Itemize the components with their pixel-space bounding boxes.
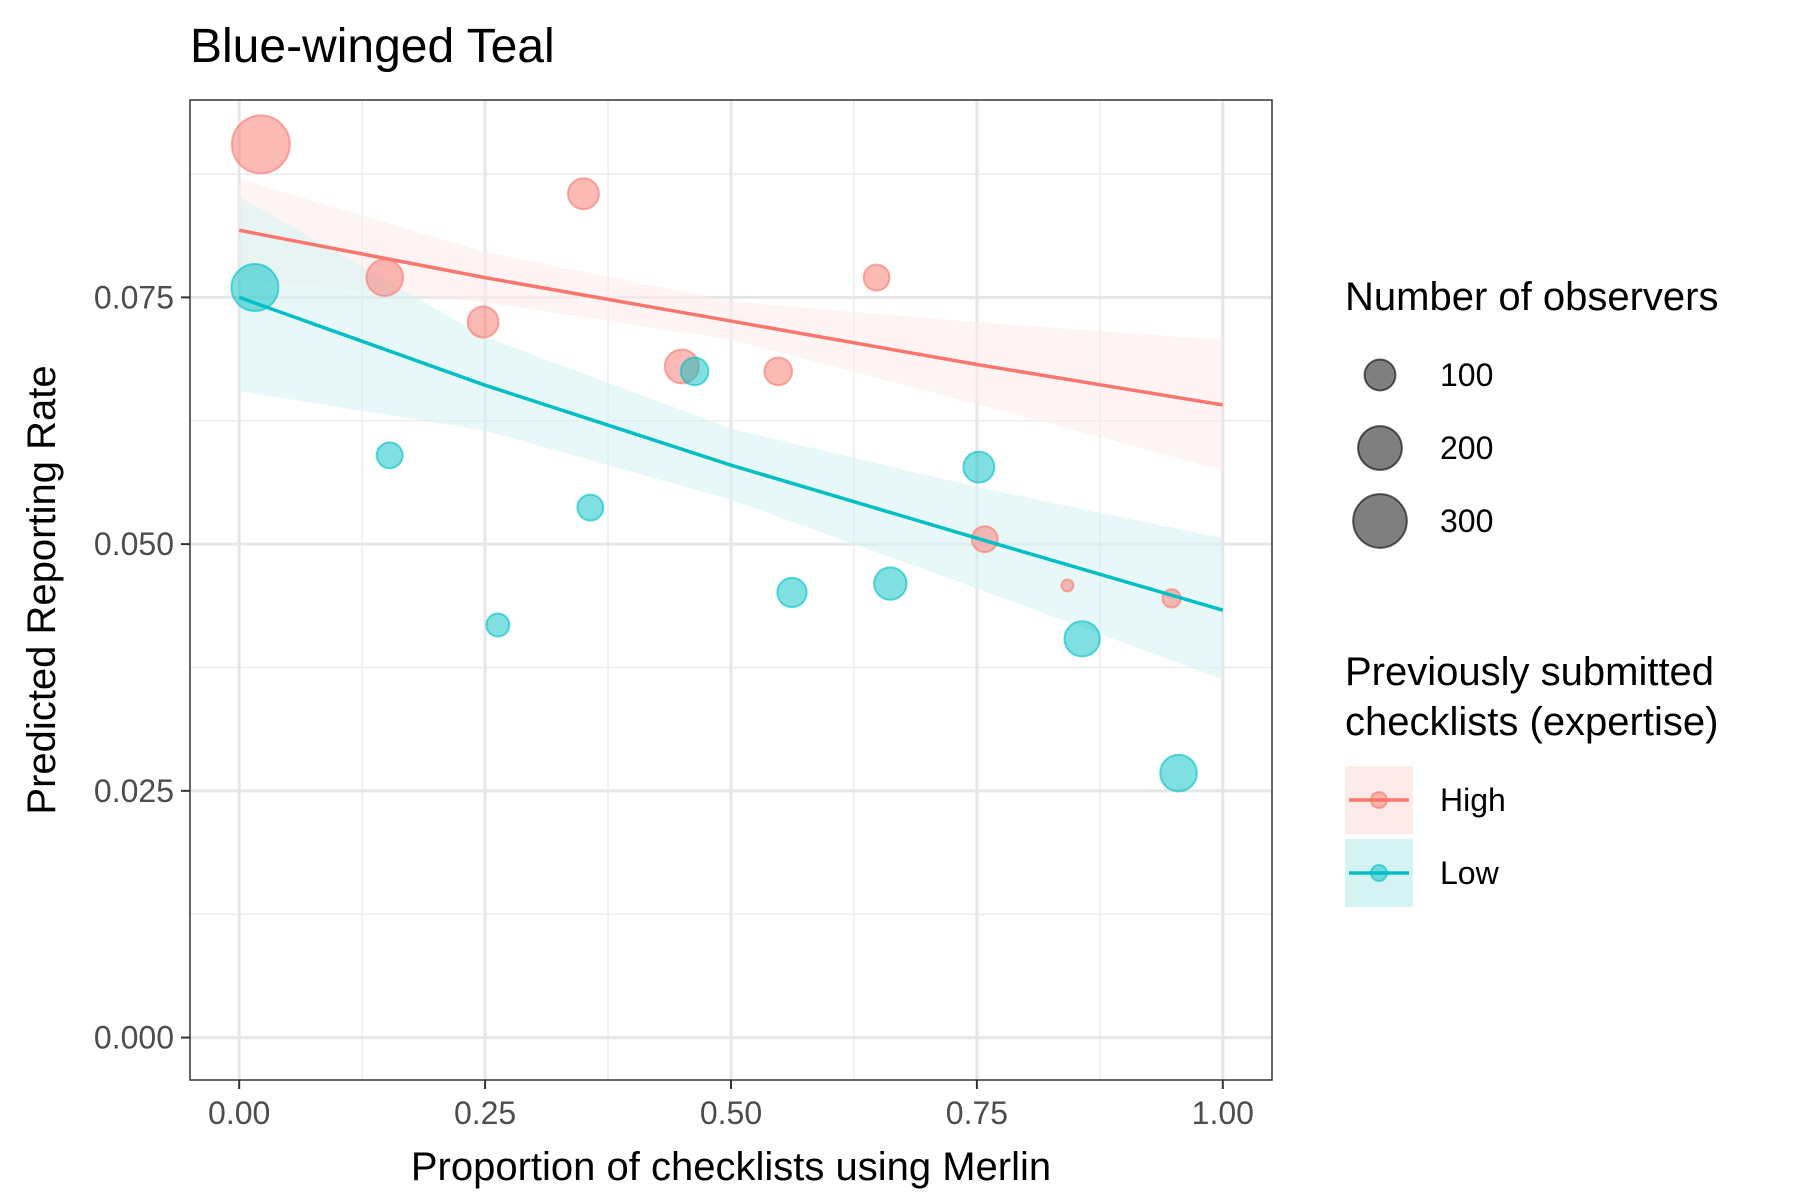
point-high: [466, 305, 500, 339]
color-legend-label: High: [1440, 782, 1506, 818]
point-high: [365, 258, 405, 297]
point-high: [1060, 578, 1075, 593]
point-low: [576, 493, 605, 522]
chart-title: Blue-winged Teal: [190, 20, 555, 73]
y-axis-title: Predicted Reporting Rate: [20, 365, 64, 814]
x-tick-label: 0.75: [946, 1095, 1008, 1131]
point-low: [1063, 620, 1101, 658]
point-low: [1159, 753, 1198, 793]
size-legend-title: Number of observers: [1345, 275, 1718, 319]
x-axis-title: Proportion of checklists using Merlin: [411, 1145, 1051, 1189]
y-tick-label: 0.000: [94, 1020, 174, 1056]
x-tick-label: 0.00: [208, 1095, 270, 1131]
point-low: [679, 356, 710, 387]
y-tick-label: 0.025: [94, 773, 174, 809]
color-legend-title: Previously submitted checklists (experti…: [1345, 650, 1725, 744]
size-legend-key: [1357, 425, 1403, 471]
y-tick-label: 0.050: [94, 526, 174, 562]
color-legend-key-point: [1370, 864, 1388, 882]
color-legend-key-point: [1370, 791, 1388, 809]
fit-line-high: [238, 228, 1224, 407]
point-low: [485, 612, 511, 638]
point-high: [566, 177, 600, 211]
y-tick-label: 0.075: [94, 279, 174, 315]
x-axis: 0.00 0.25 0.50 0.75 1.00: [208, 1080, 1254, 1131]
size-legend-key: [1352, 493, 1408, 549]
color-legend: Previously submitted checklists (experti…: [1345, 650, 1725, 907]
x-tick-label: 0.50: [700, 1095, 762, 1131]
plot-panel: [189, 99, 1273, 1081]
x-tick-label: 0.25: [454, 1095, 516, 1131]
point-low: [375, 441, 404, 470]
y-axis: 0.000 0.025 0.050 0.075: [94, 279, 190, 1056]
point-low: [873, 566, 908, 601]
size-legend: Number of observers 100 200 300: [1345, 275, 1718, 549]
size-legend-key: [1363, 358, 1397, 392]
point-high: [763, 356, 794, 387]
ci-ribbon-high: [239, 178, 1223, 471]
point-high: [862, 263, 891, 292]
point-low: [962, 450, 996, 484]
size-legend-label: 300: [1440, 503, 1493, 539]
color-legend-title-line-2: checklists (expertise): [1345, 700, 1718, 744]
point-low: [776, 576, 808, 609]
x-tick-label: 1.00: [1192, 1095, 1254, 1131]
ci-ribbon-low: [239, 196, 1223, 680]
point-high: [230, 114, 291, 175]
color-legend-title-line-1: Previously submitted: [1345, 650, 1714, 694]
size-legend-label: 100: [1440, 357, 1493, 393]
color-legend-label: Low: [1440, 855, 1500, 891]
fit-line-low: [238, 295, 1224, 612]
size-legend-label: 200: [1440, 430, 1493, 466]
